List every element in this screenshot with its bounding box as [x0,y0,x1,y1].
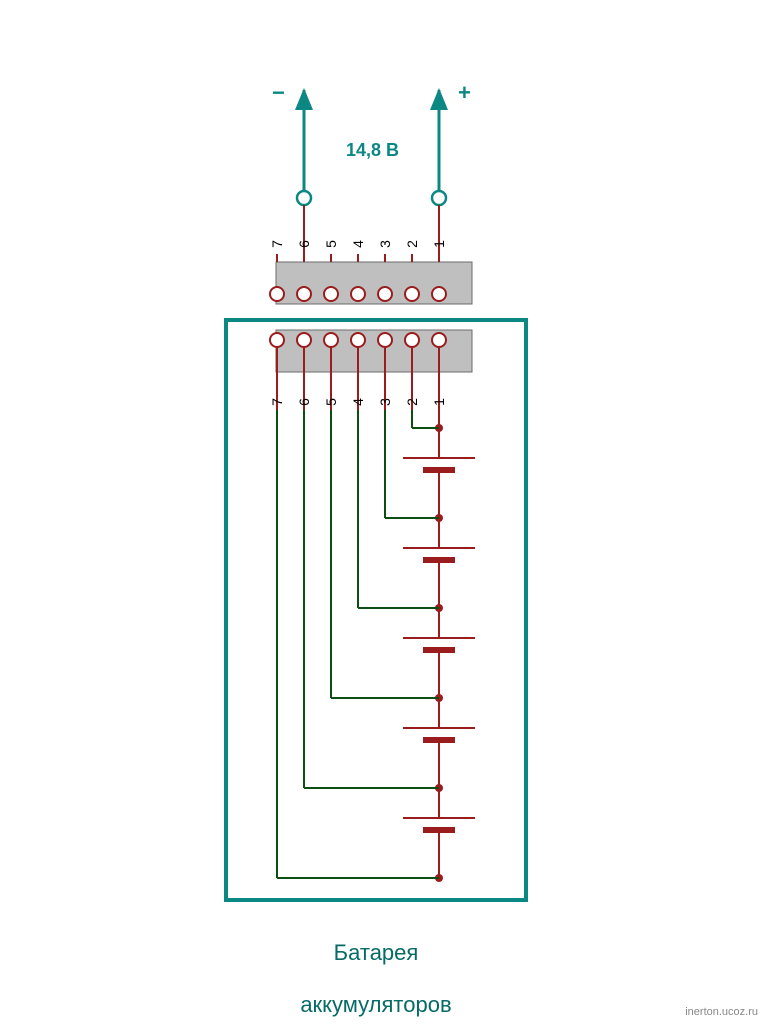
pin-label-5: 5 [323,394,339,410]
watermark: inerton.ucoz.ru [685,1006,758,1018]
pin-label-3: 3 [377,394,393,410]
pin-label-4: 4 [350,236,366,252]
pin-label-6: 6 [296,236,312,252]
diagram-title: Батарея аккумуляторов [226,914,526,1018]
pin-label-3: 3 [377,236,393,252]
pin-label-2: 2 [404,236,420,252]
pin-label-7: 7 [269,394,285,410]
pin-label-7: 7 [269,236,285,252]
voltage-label: 14,8 В [346,140,399,161]
pin-label-2: 2 [404,394,420,410]
title-line1: Батарея [334,940,419,965]
pin-label-1: 1 [431,394,447,410]
pin-label-1: 1 [431,236,447,252]
pin-label-4: 4 [350,394,366,410]
pin-label-6: 6 [296,394,312,410]
positive-terminal-sign: + [458,80,471,106]
pin-label-5: 5 [323,236,339,252]
title-line2: аккумуляторов [300,992,451,1017]
negative-terminal-sign: − [272,80,285,106]
